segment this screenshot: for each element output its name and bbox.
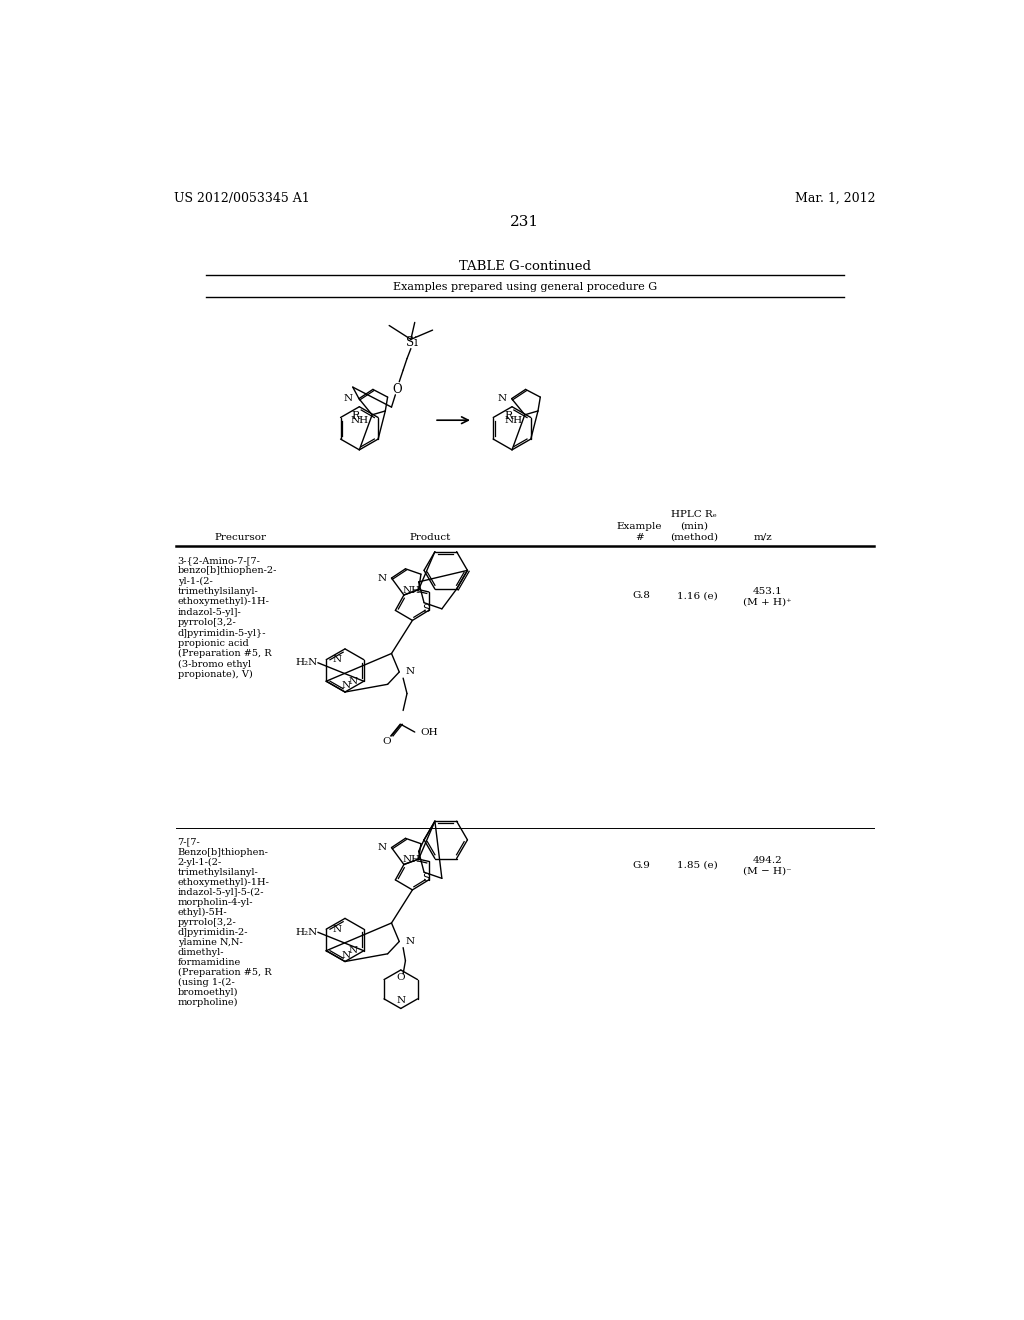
Text: N: N xyxy=(342,950,351,960)
Text: Examples prepared using general procedure G: Examples prepared using general procedur… xyxy=(393,282,656,292)
Text: yl-1-(2-: yl-1-(2- xyxy=(177,577,212,586)
Text: benzo[b]thiophen-2-: benzo[b]thiophen-2- xyxy=(177,566,276,576)
Text: N: N xyxy=(333,925,342,933)
Text: H₂N: H₂N xyxy=(295,659,317,667)
Text: 7-[7-: 7-[7- xyxy=(177,838,201,846)
Text: N: N xyxy=(348,677,357,685)
Text: trimethylsilanyl-: trimethylsilanyl- xyxy=(177,867,258,876)
Text: trimethylsilanyl-: trimethylsilanyl- xyxy=(177,587,258,597)
Text: N: N xyxy=(348,946,357,956)
Text: US 2012/0053345 A1: US 2012/0053345 A1 xyxy=(174,191,310,205)
Text: R: R xyxy=(351,411,359,421)
Text: (M + H)⁺: (M + H)⁺ xyxy=(743,598,792,606)
Text: S: S xyxy=(422,874,429,883)
Text: N: N xyxy=(344,395,352,403)
Text: N: N xyxy=(342,681,351,690)
Text: N: N xyxy=(406,668,415,676)
Text: Example: Example xyxy=(616,521,663,531)
Text: 2-yl-1-(2-: 2-yl-1-(2- xyxy=(177,858,222,867)
Text: 3-{2-Amino-7-[7-: 3-{2-Amino-7-[7- xyxy=(177,556,260,565)
Text: 231: 231 xyxy=(510,215,540,228)
Text: NH: NH xyxy=(402,855,421,865)
Text: Benzo[b]thiophen-: Benzo[b]thiophen- xyxy=(177,847,268,857)
Text: morpholin-4-yl-: morpholin-4-yl- xyxy=(177,898,253,907)
Text: pyrrolo[3,2-: pyrrolo[3,2- xyxy=(177,618,237,627)
Text: d]pyrimidin-2-: d]pyrimidin-2- xyxy=(177,928,248,937)
Text: bromoethyl): bromoethyl) xyxy=(177,987,239,997)
Text: morpholine): morpholine) xyxy=(177,998,239,1007)
Text: 1.16 (e): 1.16 (e) xyxy=(677,591,718,601)
Text: O: O xyxy=(392,383,401,396)
Text: H₂N: H₂N xyxy=(295,928,317,937)
Text: #: # xyxy=(635,533,644,541)
Text: G.9: G.9 xyxy=(632,861,650,870)
Text: Product: Product xyxy=(410,533,451,541)
Text: N: N xyxy=(498,395,507,403)
Text: Precursor: Precursor xyxy=(214,533,266,541)
Text: O: O xyxy=(396,973,406,982)
Text: R: R xyxy=(504,411,512,421)
Text: (min): (min) xyxy=(680,521,708,531)
Text: NH: NH xyxy=(402,586,421,595)
Text: S: S xyxy=(422,603,429,614)
Text: dimethyl-: dimethyl- xyxy=(177,948,224,957)
Text: m/z: m/z xyxy=(754,533,773,541)
Text: 494.2: 494.2 xyxy=(753,857,782,865)
Text: propionate), V): propionate), V) xyxy=(177,671,252,680)
Text: OH: OH xyxy=(420,727,438,737)
Text: indazol-5-yl]-: indazol-5-yl]- xyxy=(177,607,242,616)
Text: NH: NH xyxy=(505,416,522,425)
Text: d]pyrimidin-5-yl}-: d]pyrimidin-5-yl}- xyxy=(177,628,266,638)
Text: ethoxymethyl)-1H-: ethoxymethyl)-1H- xyxy=(177,598,269,606)
Text: ylamine N,N-: ylamine N,N- xyxy=(177,937,243,946)
Text: ethyl)-5H-: ethyl)-5H- xyxy=(177,908,227,917)
Text: HPLC Rₑ: HPLC Rₑ xyxy=(671,510,717,519)
Text: O: O xyxy=(383,737,391,746)
Text: (using 1-(2-: (using 1-(2- xyxy=(177,978,234,987)
Text: (3-bromo ethyl: (3-bromo ethyl xyxy=(177,660,251,669)
Text: G.8: G.8 xyxy=(632,591,650,601)
Text: (M − H)⁻: (M − H)⁻ xyxy=(743,867,792,876)
Text: Mar. 1, 2012: Mar. 1, 2012 xyxy=(795,191,876,205)
Text: N: N xyxy=(396,997,406,1006)
Text: NH: NH xyxy=(350,416,369,425)
Text: (Preparation #5, R: (Preparation #5, R xyxy=(177,968,271,977)
Text: N: N xyxy=(333,655,342,664)
Text: 453.1: 453.1 xyxy=(753,586,782,595)
Text: N: N xyxy=(406,937,415,946)
Text: N: N xyxy=(378,843,387,851)
Text: 1.85 (e): 1.85 (e) xyxy=(677,861,718,870)
Text: pyrrolo[3,2-: pyrrolo[3,2- xyxy=(177,917,237,927)
Text: formamidine: formamidine xyxy=(177,958,241,966)
Text: Si: Si xyxy=(407,335,419,348)
Text: ethoxymethyl)-1H-: ethoxymethyl)-1H- xyxy=(177,878,269,887)
Text: N: N xyxy=(378,574,387,582)
Text: indazol-5-yl]-5-(2-: indazol-5-yl]-5-(2- xyxy=(177,887,264,896)
Text: (method): (method) xyxy=(670,533,718,541)
Text: (Preparation #5, R: (Preparation #5, R xyxy=(177,649,271,659)
Text: TABLE G-continued: TABLE G-continued xyxy=(459,260,591,273)
Text: propionic acid: propionic acid xyxy=(177,639,249,648)
